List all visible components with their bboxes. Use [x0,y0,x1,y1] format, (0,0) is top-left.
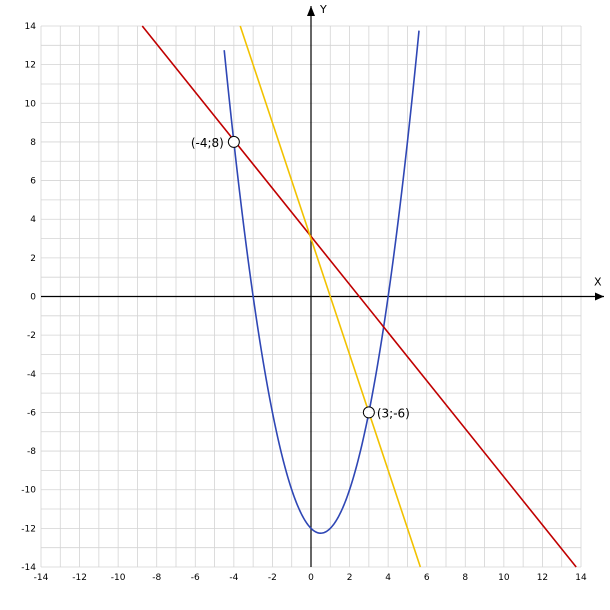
annotation-points: (-4;8) (3;-6) [191,135,410,420]
point-label: (-4;8) [191,136,224,150]
y-tick-label: -4 [27,370,36,380]
y-tick-label: 6 [30,177,36,187]
y-tick-label: 2 [30,254,36,264]
x-tick-label: -14 [34,573,49,583]
x-tick-label: -12 [72,573,87,583]
x-axis-label: X [594,276,602,289]
y-tick-label: 12 [25,61,36,71]
y-tick-label: -12 [21,524,36,534]
x-tick-label: -8 [152,573,161,583]
point-label: (3;-6) [377,406,410,420]
y-tick-label: 8 [30,138,36,148]
series-group [141,25,577,568]
y-axis-label: Y [319,3,327,16]
y-tick-label: 0 [30,293,36,303]
y-tick-label: -10 [21,486,36,496]
tick-labels: -14 -12 -10 -8 -6 -4 -2 0 2 4 6 8 10 12 14 -14 -12 -10 -8 -… [21,22,587,583]
x-tick-label: -2 [268,573,277,583]
y-tick-label: -8 [27,447,36,457]
axes [41,6,604,567]
series-line-2 [239,25,422,568]
x-tick-label: 14 [575,573,587,583]
x-axis-arrow [595,292,604,301]
x-tick-label: 10 [498,573,510,583]
x-tick-label: 4 [385,573,391,583]
y-axis-arrow [307,6,315,16]
x-tick-label: 2 [347,573,353,583]
x-tick-label: 0 [308,573,314,583]
x-tick-label: -4 [229,573,238,583]
y-tick-label: -2 [27,331,36,341]
intersection-point [227,135,240,148]
y-tick-label: 14 [25,22,37,32]
x-tick-label: 12 [537,573,548,583]
x-tick-label: -10 [111,573,126,583]
intersection-point [362,406,375,419]
y-tick-label: 10 [25,99,37,109]
series-line-1 [141,25,577,568]
y-tick-label: -6 [27,408,36,418]
series-parabola [223,30,420,534]
x-tick-label: -6 [191,573,200,583]
y-tick-label: -14 [21,563,36,573]
y-tick-label: 4 [30,215,36,225]
x-tick-label: 6 [424,573,430,583]
x-tick-label: 8 [462,573,468,583]
